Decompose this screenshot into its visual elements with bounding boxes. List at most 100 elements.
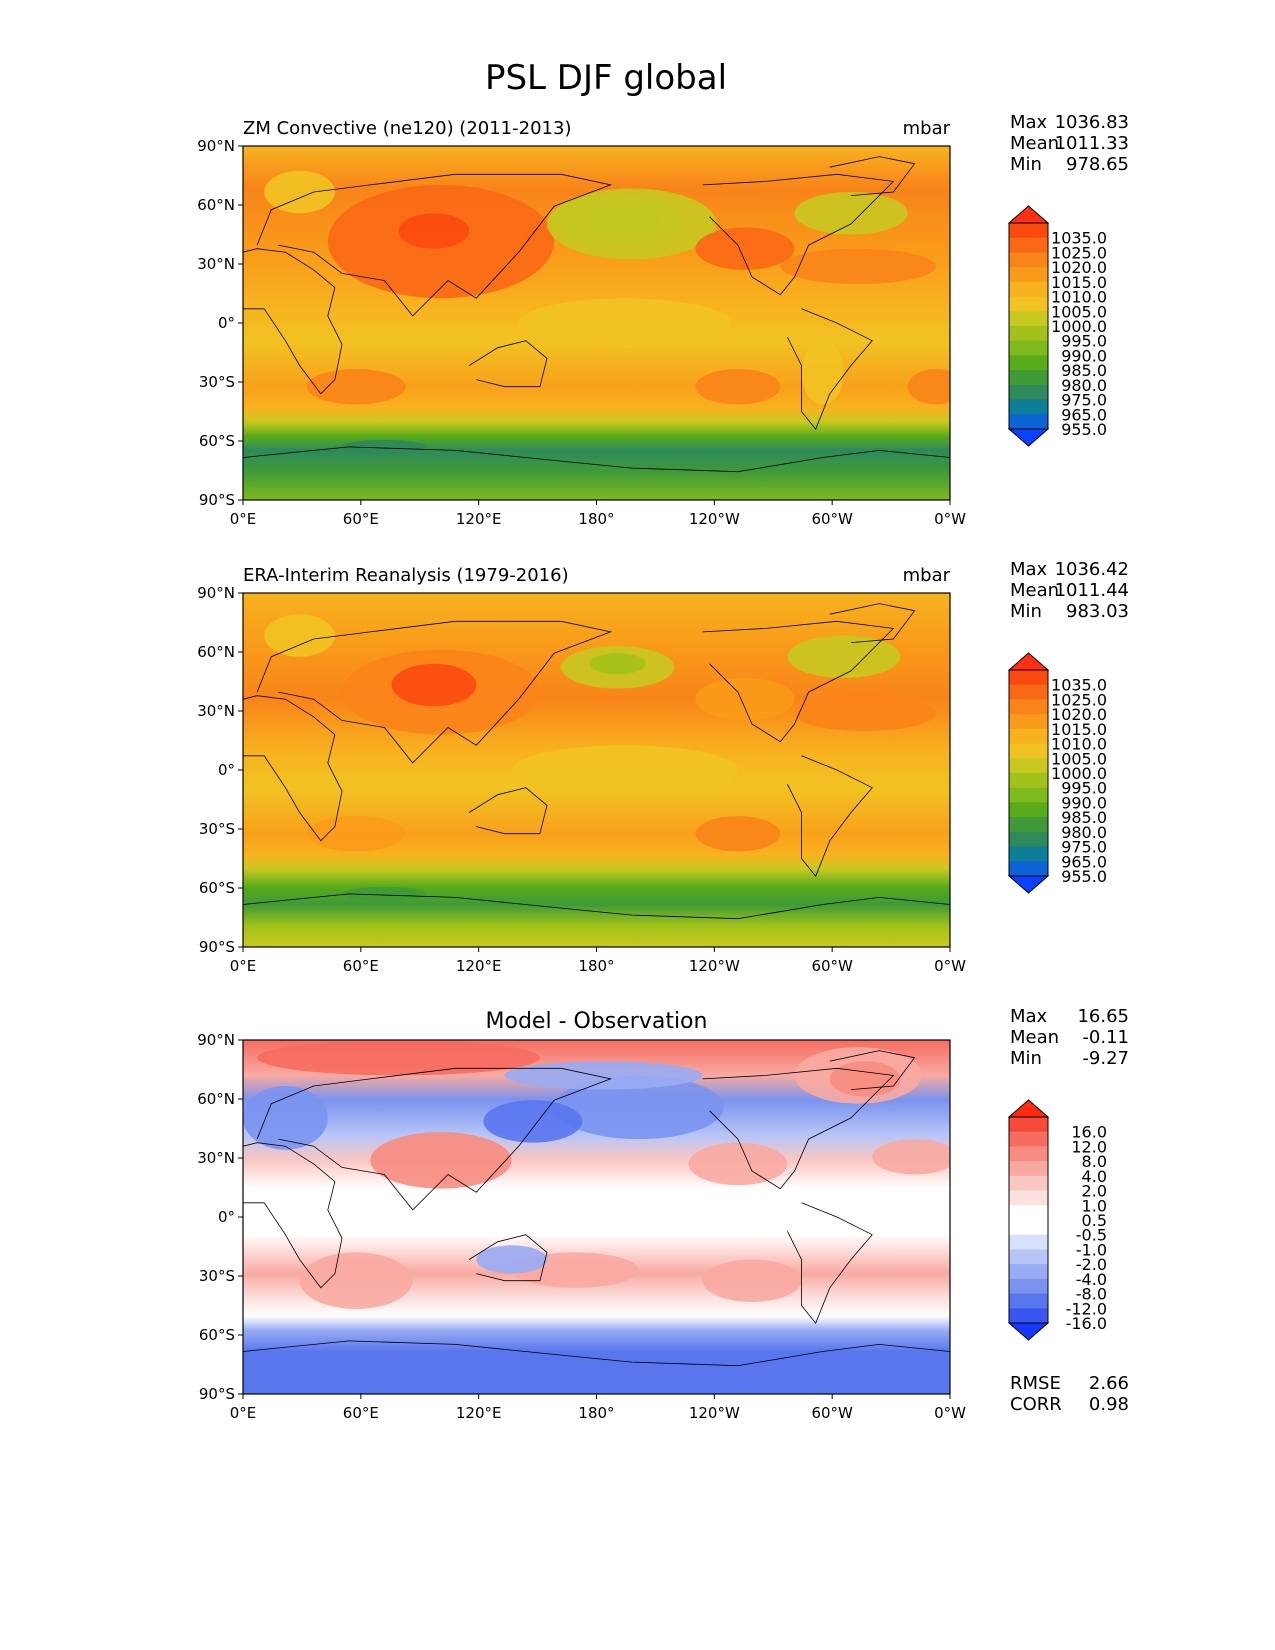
x-tick-label: 0°W — [934, 957, 966, 975]
coastline — [243, 1142, 343, 1289]
coastline — [787, 755, 873, 877]
colorbar-label: 1035.0 — [1051, 676, 1107, 695]
field-contour — [264, 614, 335, 657]
colorbar-segment — [1009, 326, 1048, 342]
stat-value-mean: 1011.33 — [1055, 133, 1129, 154]
stat-label-max: Max — [1010, 559, 1048, 580]
colorbar-segment — [1009, 728, 1048, 745]
colorbar-segment — [1009, 699, 1048, 715]
colorbar-label: 1035.0 — [1051, 229, 1107, 248]
colorbar-frame — [1008, 1116, 1049, 1324]
colorbar-segment — [1009, 296, 1048, 312]
field-contour — [370, 1132, 512, 1189]
stat-label-min: Min — [1010, 154, 1042, 175]
y-tick-label: 60°N — [197, 643, 235, 661]
y-tick-label: 60°S — [199, 879, 235, 897]
y-tick-label: 30°S — [199, 820, 235, 838]
colorbar-label: 980.0 — [1061, 376, 1107, 395]
colorbar-segment — [1009, 237, 1048, 253]
colorbar-extend-min — [1007, 875, 1050, 894]
colorbar-label: 965.0 — [1061, 852, 1107, 871]
x-tick-label: 60°E — [343, 1404, 379, 1422]
panel-units: mbar — [903, 565, 951, 586]
x-tick-label: 60°W — [811, 1404, 853, 1422]
colorbar: 1035.01025.01020.01015.01010.01005.01000… — [1007, 205, 1107, 447]
coastline — [243, 1340, 950, 1367]
colorbar-label: 990.0 — [1061, 346, 1107, 365]
x-tick-label: 120°E — [456, 957, 502, 975]
colorbar-label: 1000.0 — [1051, 764, 1107, 783]
field-contour — [794, 192, 908, 235]
colorbar-segment — [1009, 1205, 1048, 1221]
colorbar-extend-min — [1007, 1322, 1050, 1341]
x-tick-label: 120°W — [689, 1404, 740, 1422]
field-contour — [872, 1139, 950, 1175]
colorbar-segment — [1009, 1278, 1048, 1295]
colorbar-segment — [1009, 1175, 1048, 1192]
coastline — [702, 620, 895, 743]
colorbar-segment — [1009, 831, 1048, 848]
field-contour — [547, 188, 717, 260]
colorbar-label: -2.0 — [1076, 1255, 1107, 1274]
y-tick-label: 60°N — [197, 196, 235, 214]
field-contour — [398, 213, 470, 249]
x-tick-label: 0°E — [230, 510, 257, 528]
map-field — [243, 593, 950, 947]
colorbar-label: 1025.0 — [1051, 243, 1107, 262]
colorbar-segment — [1009, 1190, 1048, 1206]
colorbar-extend-min — [1007, 428, 1050, 447]
corr-label: CORR — [1010, 1394, 1062, 1415]
colorbar-label: 4.0 — [1082, 1167, 1107, 1186]
colorbar-segment — [1009, 1293, 1048, 1309]
coastline — [787, 1202, 873, 1324]
colorbar-label: 965.0 — [1061, 405, 1107, 424]
colorbar-segment — [1009, 846, 1048, 862]
map-panel-3: Model - Observation 0°E 60°E 120°E 180° 120°W… — [197, 1006, 1129, 1422]
y-tick-label: 30°N — [197, 1149, 235, 1167]
colorbar-segment — [1009, 1220, 1048, 1236]
colorbar-segment — [1009, 787, 1048, 803]
coastline — [829, 603, 916, 643]
colorbar-label: 1005.0 — [1051, 302, 1107, 321]
y-tick-label: 90°S — [199, 1385, 235, 1403]
panel-title: ZM Convective (ne120) (2011-2013) — [243, 118, 571, 139]
colorbar-segment — [1009, 743, 1048, 759]
colorbar-label: 16.0 — [1071, 1123, 1107, 1142]
colorbar-label: -8.0 — [1076, 1285, 1107, 1304]
stat-value-max: 1036.42 — [1055, 559, 1129, 580]
colorbar-extend-max — [1007, 205, 1050, 224]
colorbar-label: 1010.0 — [1051, 288, 1107, 307]
coastline — [787, 308, 873, 430]
colorbar-segment — [1009, 281, 1048, 298]
x-tick-label: 60°W — [811, 957, 853, 975]
map-field — [243, 1040, 950, 1394]
colorbar-label: 975.0 — [1061, 838, 1107, 857]
colorbar-label: 2.0 — [1082, 1182, 1107, 1201]
colorbar-segment — [1009, 1264, 1048, 1280]
colorbar-label: 0.5 — [1082, 1211, 1107, 1230]
colorbar-segment — [1009, 802, 1048, 818]
coastline — [256, 1067, 613, 1211]
x-tick-label: 180° — [578, 957, 614, 975]
colorbar-segment — [1009, 414, 1048, 430]
coastline — [256, 173, 613, 317]
x-tick-label: 120°E — [456, 510, 502, 528]
y-tick-label: 30°S — [199, 373, 235, 391]
colorbar-label: 12.0 — [1071, 1137, 1107, 1156]
x-tick-label: 120°W — [689, 957, 740, 975]
colorbar-segment — [1009, 355, 1048, 371]
coastline — [468, 787, 548, 835]
x-tick-label: 0°E — [230, 957, 257, 975]
rmse-value: 2.66 — [1089, 1373, 1129, 1394]
field-contour — [306, 816, 406, 852]
colorbar-label: 1020.0 — [1051, 705, 1107, 724]
stat-value-min: 978.65 — [1066, 154, 1129, 175]
rmse-label: RMSE — [1010, 1373, 1061, 1394]
colorbar-segment — [1009, 1161, 1048, 1177]
colorbar-segment — [1009, 1234, 1048, 1250]
field-contour — [299, 1252, 413, 1310]
colorbar: 1035.01025.01020.01015.01010.01005.01000… — [1007, 652, 1107, 894]
colorbar-segment — [1009, 1146, 1048, 1162]
stat-label-max: Max — [1010, 112, 1048, 133]
